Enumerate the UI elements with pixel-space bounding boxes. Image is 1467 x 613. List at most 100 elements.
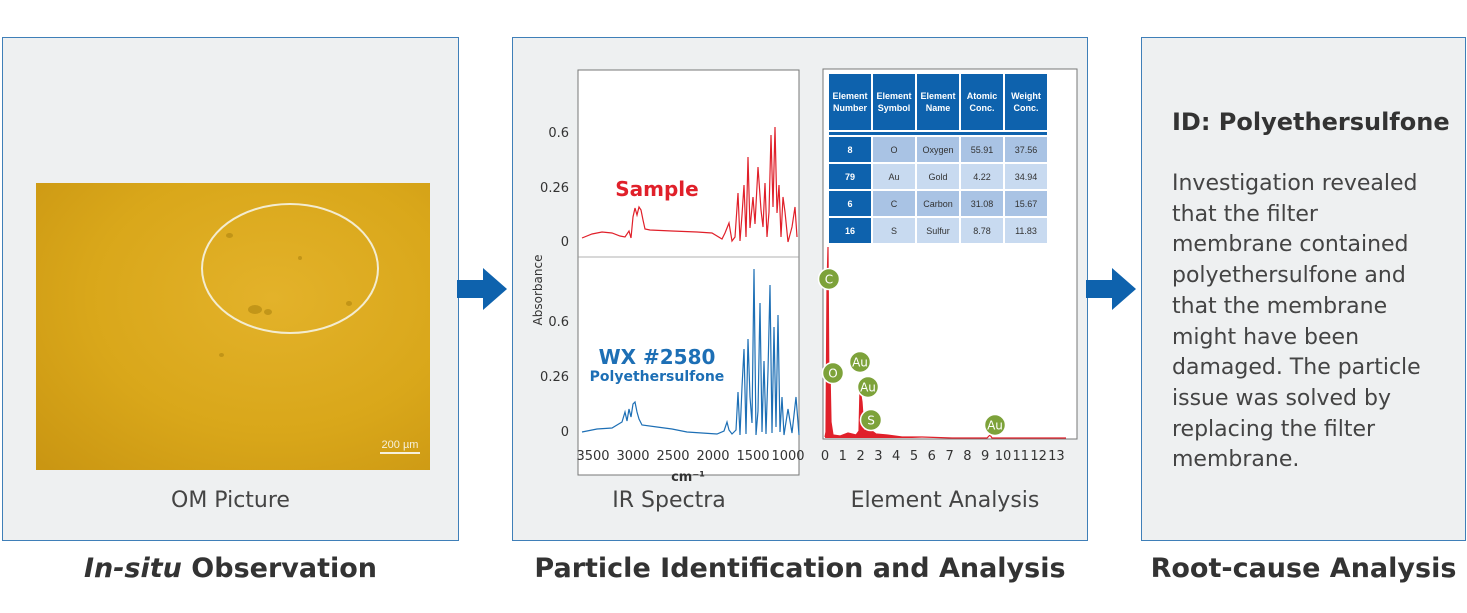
table-row: 6 C Carbon 31.08 15.67 xyxy=(829,191,1047,216)
identification-result: ID: Polyethersulfone xyxy=(1172,108,1450,136)
ir-top-ytick: 0.6 xyxy=(548,126,569,141)
ir-caption: IR Spectra xyxy=(612,488,726,513)
peak-label: Au xyxy=(860,381,876,395)
table-cell: 8 xyxy=(829,137,871,162)
ir-xtick: 1500 xyxy=(736,449,769,464)
reference-label: WX #2580 xyxy=(599,345,716,369)
table-cell: 15.67 xyxy=(1005,191,1047,216)
peak-marker xyxy=(817,267,841,291)
table-header: Element Number xyxy=(829,74,871,130)
scale-bar: 200 µm xyxy=(380,439,420,454)
edx-xtick: 8 xyxy=(963,449,971,464)
ir-xtick: 1000 xyxy=(771,449,804,464)
reference-spectrum xyxy=(581,268,800,436)
ir-xlabel: cm⁻¹ xyxy=(671,470,705,485)
stage-title-identification: Particle Identification and Analysis xyxy=(534,553,1066,584)
table-header: Weight Conc. xyxy=(1005,74,1047,130)
sample-label: Sample xyxy=(615,177,698,201)
reference-sublabel: Polyethersulfone xyxy=(590,369,725,385)
table-cell: 79 xyxy=(829,164,871,189)
peak-label: O xyxy=(828,367,837,381)
table-cell: O xyxy=(873,137,915,162)
om-micrograph: 200 µm xyxy=(36,183,430,470)
ir-xtick: 3000 xyxy=(616,449,649,464)
edx-xtick: 4 xyxy=(892,449,900,464)
table-cell: Sulfur xyxy=(917,218,959,243)
table-cell: 4.22 xyxy=(961,164,1003,189)
table-cell: C xyxy=(873,191,915,216)
table-header: Element Name xyxy=(917,74,959,130)
table-cell: Carbon xyxy=(917,191,959,216)
element-caption: Element Analysis xyxy=(850,488,1040,513)
edx-xticks: 0 1 2 3 4 5 6 7 8 9 10 11 12 13 xyxy=(821,449,1065,464)
table-cell: 34.94 xyxy=(1005,164,1047,189)
sample-spectrum xyxy=(581,126,798,243)
particle-speck xyxy=(226,233,233,238)
edx-xtick: 13 xyxy=(1048,449,1065,464)
table-cell: Gold xyxy=(917,164,959,189)
ir-spectra-chart: Absorbance 0.6 0.26 0 0.6 0.26 0 3500 30… xyxy=(531,69,805,485)
table-cell: 31.08 xyxy=(961,191,1003,216)
table-cell: Au xyxy=(873,164,915,189)
edx-xtick: 6 xyxy=(928,449,936,464)
table-row: 16 S Sulfur 8.78 11.83 xyxy=(829,218,1047,243)
edx-xtick: 0 xyxy=(821,449,829,464)
element-table: Element Number Element Symbol Element Na… xyxy=(827,72,1049,245)
peak-marker xyxy=(859,408,883,432)
table-cell: 37.56 xyxy=(1005,137,1047,162)
ir-bottom-ytick: 0.6 xyxy=(548,315,569,330)
table-cell: 6 xyxy=(829,191,871,216)
edx-xtick: 1 xyxy=(839,449,847,464)
stage-title-in-situ: In-situ Observation xyxy=(2,553,459,584)
table-row: 8 O Oxygen 55.91 37.56 xyxy=(829,137,1047,162)
om-caption: OM Picture xyxy=(171,488,290,513)
edx-peak-markers: C O Au Au S Au xyxy=(817,267,1007,437)
table-row: 79 Au Gold 4.22 34.94 xyxy=(829,164,1047,189)
stage-title-italic: In-situ xyxy=(83,553,182,584)
ir-top-ytick: 0.26 xyxy=(540,181,569,196)
edx-xtick: 11 xyxy=(1013,449,1030,464)
ir-ylabel: Absorbance xyxy=(531,255,545,326)
particle-speck xyxy=(298,256,302,260)
edx-xtick: 3 xyxy=(874,449,882,464)
edx-xtick: 5 xyxy=(910,449,918,464)
table-cell: 55.91 xyxy=(961,137,1003,162)
ir-bottom-ytick: 0.26 xyxy=(540,370,569,385)
particle-speck xyxy=(346,301,352,306)
edx-xtick: 2 xyxy=(856,449,864,464)
root-cause-panel: ID: Polyethersulfone Investigation revea… xyxy=(1141,37,1466,541)
edx-xtick: 10 xyxy=(995,449,1012,464)
peak-marker xyxy=(848,350,872,374)
particle-speck xyxy=(219,353,224,357)
ir-bottom-ytick: 0 xyxy=(561,425,569,440)
peak-marker xyxy=(856,375,880,399)
highlight-circle xyxy=(201,203,379,334)
arrow-right-icon xyxy=(1086,268,1136,310)
table-cell: 16 xyxy=(829,218,871,243)
edx-xtick: 7 xyxy=(945,449,953,464)
scale-label: 200 µm xyxy=(381,439,419,451)
particle-speck xyxy=(248,305,262,314)
table-header: Atomic Conc. xyxy=(961,74,1003,130)
table-cell: 8.78 xyxy=(961,218,1003,243)
arrow-right-icon xyxy=(457,268,507,310)
peak-marker xyxy=(983,413,1007,437)
table-cell: 11.83 xyxy=(1005,218,1047,243)
stage-title-root-cause: Root-cause Analysis xyxy=(1150,553,1457,584)
edx-xtick: 9 xyxy=(981,449,989,464)
stage-title-rest: Observation xyxy=(181,553,378,584)
edx-xtick: 12 xyxy=(1030,449,1047,464)
peak-label: Au xyxy=(987,419,1003,433)
peak-label: C xyxy=(825,273,833,287)
table-cell: S xyxy=(873,218,915,243)
peak-label: Au xyxy=(852,356,868,370)
ir-xtick: 2000 xyxy=(696,449,729,464)
ir-xtick: 3500 xyxy=(576,449,609,464)
peak-label: S xyxy=(867,414,875,428)
ir-xtick: 2500 xyxy=(656,449,689,464)
root-cause-description: Investigation revealed that the filter m… xyxy=(1172,171,1421,473)
om-panel: 200 µm OM Picture xyxy=(2,37,459,541)
table-header: Element Symbol xyxy=(873,74,915,130)
particle-speck xyxy=(264,309,272,315)
